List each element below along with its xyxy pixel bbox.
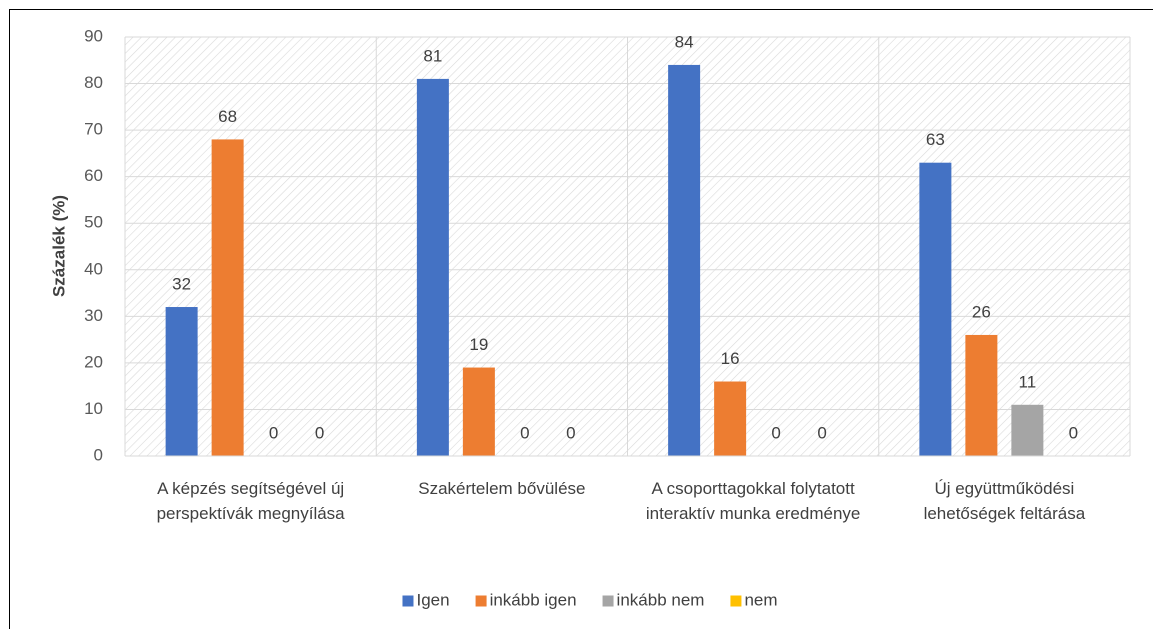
y-tick-label: 70: [84, 120, 103, 139]
data-label: 81: [423, 46, 442, 65]
legend-swatch: [476, 596, 487, 607]
y-tick-label: 80: [84, 73, 103, 92]
bar: [965, 335, 997, 456]
data-label: 26: [972, 302, 991, 321]
data-label: 16: [721, 349, 740, 368]
data-label: 63: [926, 130, 945, 149]
data-label: 0: [520, 423, 529, 442]
bar: [166, 307, 198, 456]
legend-label: nem: [744, 590, 777, 609]
bar: [714, 382, 746, 456]
legend-label: inkább igen: [490, 590, 577, 609]
y-axis-label: Százalék (%): [49, 195, 68, 297]
data-label: 84: [675, 32, 694, 51]
data-label: 0: [269, 423, 278, 442]
data-label: 0: [771, 423, 780, 442]
y-tick-label: 90: [84, 26, 103, 45]
y-tick-label: 10: [84, 399, 103, 418]
y-tick-label: 20: [84, 352, 103, 371]
legend-swatch: [730, 596, 741, 607]
legend-label: inkább nem: [617, 590, 705, 609]
y-tick-label: 50: [84, 213, 103, 232]
x-tick-label: Szakértelem bővülése: [386, 476, 617, 501]
data-label: 32: [172, 275, 191, 294]
x-tick-label: Új együttműködési lehetőségek feltárása: [889, 476, 1120, 526]
data-label: 0: [817, 423, 826, 442]
bar: [1011, 405, 1043, 456]
legend-swatch: [603, 596, 614, 607]
data-label: 19: [469, 335, 488, 354]
data-label: 0: [1069, 423, 1078, 442]
bar: [212, 139, 244, 456]
bar: [417, 79, 449, 456]
legend-label: Igen: [416, 590, 449, 609]
bar: [668, 65, 700, 456]
y-tick-label: 0: [94, 445, 103, 464]
data-label: 0: [566, 423, 575, 442]
legend-swatch: [402, 596, 413, 607]
data-label: 68: [218, 107, 237, 126]
bar: [463, 368, 495, 456]
y-tick-label: 40: [84, 259, 103, 278]
x-tick-label: A csoporttagokkal folytatott interaktív …: [638, 476, 869, 526]
x-tick-label: A képzés segítségével új perspektívák me…: [135, 476, 366, 526]
y-tick-label: 30: [84, 306, 103, 325]
bar: [919, 163, 951, 456]
y-tick-label: 60: [84, 166, 103, 185]
data-label: 0: [315, 423, 324, 442]
data-label: 11: [1019, 372, 1037, 391]
